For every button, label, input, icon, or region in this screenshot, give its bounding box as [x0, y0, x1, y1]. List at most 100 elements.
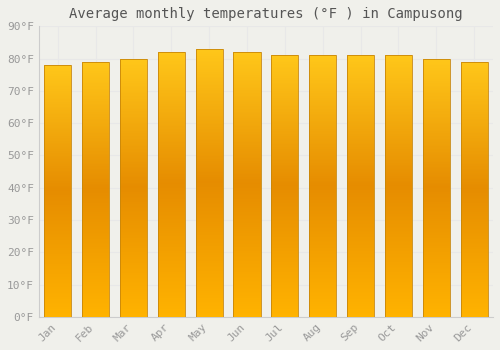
Bar	[347, 148, 374, 149]
Bar	[44, 99, 72, 100]
Bar	[44, 173, 72, 175]
Bar	[234, 57, 260, 59]
Bar	[422, 266, 450, 268]
Bar	[120, 210, 147, 211]
Bar	[271, 201, 298, 202]
Bar	[82, 112, 109, 113]
Bar	[422, 124, 450, 126]
Bar	[44, 65, 72, 66]
Bar	[309, 249, 336, 250]
Bar	[196, 65, 223, 66]
Bar	[120, 112, 147, 113]
Bar	[422, 240, 450, 242]
Bar	[347, 211, 374, 212]
Bar	[120, 279, 147, 281]
Bar	[44, 190, 72, 191]
Bar	[271, 223, 298, 224]
Bar	[44, 171, 72, 172]
Bar	[44, 152, 72, 153]
Bar	[196, 258, 223, 259]
Bar	[460, 77, 488, 78]
Bar	[460, 67, 488, 68]
Bar	[196, 194, 223, 195]
Bar	[422, 79, 450, 81]
Bar	[234, 129, 260, 130]
Bar	[460, 309, 488, 310]
Bar	[385, 299, 412, 300]
Bar	[422, 171, 450, 172]
Bar	[158, 150, 185, 151]
Bar	[158, 203, 185, 204]
Bar	[196, 183, 223, 184]
Bar	[82, 282, 109, 284]
Bar	[82, 138, 109, 140]
Bar	[271, 236, 298, 237]
Bar	[44, 124, 72, 125]
Bar	[422, 163, 450, 164]
Bar	[196, 276, 223, 278]
Bar	[158, 125, 185, 126]
Bar	[158, 309, 185, 310]
Bar	[271, 114, 298, 116]
Bar	[158, 164, 185, 166]
Bar	[196, 66, 223, 68]
Bar	[158, 121, 185, 122]
Bar	[196, 285, 223, 286]
Bar	[196, 129, 223, 131]
Bar	[44, 234, 72, 235]
Bar	[385, 169, 412, 170]
Bar	[82, 276, 109, 277]
Bar	[82, 78, 109, 80]
Bar	[309, 181, 336, 182]
Bar	[120, 180, 147, 181]
Bar	[196, 69, 223, 70]
Bar	[158, 265, 185, 266]
Bar	[158, 224, 185, 225]
Bar	[385, 159, 412, 160]
Bar	[234, 139, 260, 141]
Bar	[271, 287, 298, 288]
Bar	[347, 289, 374, 290]
Bar	[271, 202, 298, 203]
Bar	[120, 139, 147, 140]
Bar	[460, 296, 488, 298]
Bar	[422, 262, 450, 264]
Bar	[120, 221, 147, 223]
Bar	[347, 280, 374, 281]
Bar	[196, 60, 223, 61]
Bar	[234, 161, 260, 162]
Bar	[309, 127, 336, 128]
Bar	[196, 307, 223, 309]
Bar	[234, 222, 260, 223]
Bar	[82, 127, 109, 128]
Bar	[422, 142, 450, 144]
Bar	[120, 145, 147, 146]
Bar	[158, 225, 185, 227]
Bar	[347, 96, 374, 97]
Bar	[234, 266, 260, 268]
Bar	[82, 176, 109, 178]
Bar	[234, 120, 260, 121]
Bar	[422, 274, 450, 275]
Bar	[82, 203, 109, 205]
Bar	[460, 276, 488, 277]
Bar	[82, 231, 109, 233]
Bar	[271, 143, 298, 144]
Bar	[234, 208, 260, 210]
Bar	[385, 168, 412, 169]
Bar	[120, 219, 147, 220]
Bar	[120, 109, 147, 110]
Bar	[158, 243, 185, 244]
Bar	[422, 152, 450, 153]
Bar	[271, 296, 298, 297]
Bar	[347, 72, 374, 74]
Bar	[385, 314, 412, 315]
Bar	[309, 146, 336, 147]
Bar	[460, 313, 488, 314]
Bar	[309, 67, 336, 68]
Bar	[385, 254, 412, 256]
Bar	[82, 298, 109, 299]
Bar	[271, 302, 298, 304]
Bar	[120, 157, 147, 158]
Bar	[196, 251, 223, 252]
